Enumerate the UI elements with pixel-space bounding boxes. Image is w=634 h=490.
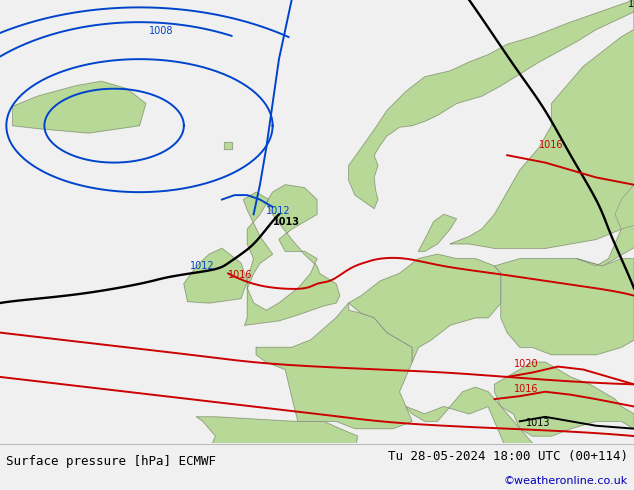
Polygon shape <box>184 248 247 303</box>
Polygon shape <box>349 0 634 208</box>
Text: 1016: 1016 <box>539 140 564 150</box>
Text: 1012: 1012 <box>266 206 291 216</box>
Text: 1016: 1016 <box>514 384 538 393</box>
Text: ©weatheronline.co.uk: ©weatheronline.co.uk <box>503 476 628 486</box>
Polygon shape <box>450 0 634 248</box>
Polygon shape <box>13 81 146 133</box>
Text: 1008: 1008 <box>149 26 173 36</box>
Polygon shape <box>197 417 358 490</box>
Text: 1013: 1013 <box>526 417 551 428</box>
Polygon shape <box>224 142 232 149</box>
Text: Tu 28-05-2024 18:00 UTC (00+114): Tu 28-05-2024 18:00 UTC (00+114) <box>387 450 628 463</box>
Polygon shape <box>406 387 545 480</box>
Text: 1012: 1012 <box>190 261 215 271</box>
Text: 1016: 1016 <box>228 270 253 280</box>
Polygon shape <box>418 214 456 251</box>
Text: 1013: 1013 <box>273 217 300 227</box>
Polygon shape <box>243 185 340 325</box>
Text: 101: 101 <box>628 0 634 9</box>
Polygon shape <box>495 259 634 355</box>
Text: Surface pressure [hPa] ECMWF: Surface pressure [hPa] ECMWF <box>6 455 216 467</box>
Polygon shape <box>577 170 634 266</box>
Polygon shape <box>256 303 412 429</box>
Polygon shape <box>349 254 501 362</box>
Polygon shape <box>495 362 634 436</box>
Text: 1020: 1020 <box>514 359 538 368</box>
